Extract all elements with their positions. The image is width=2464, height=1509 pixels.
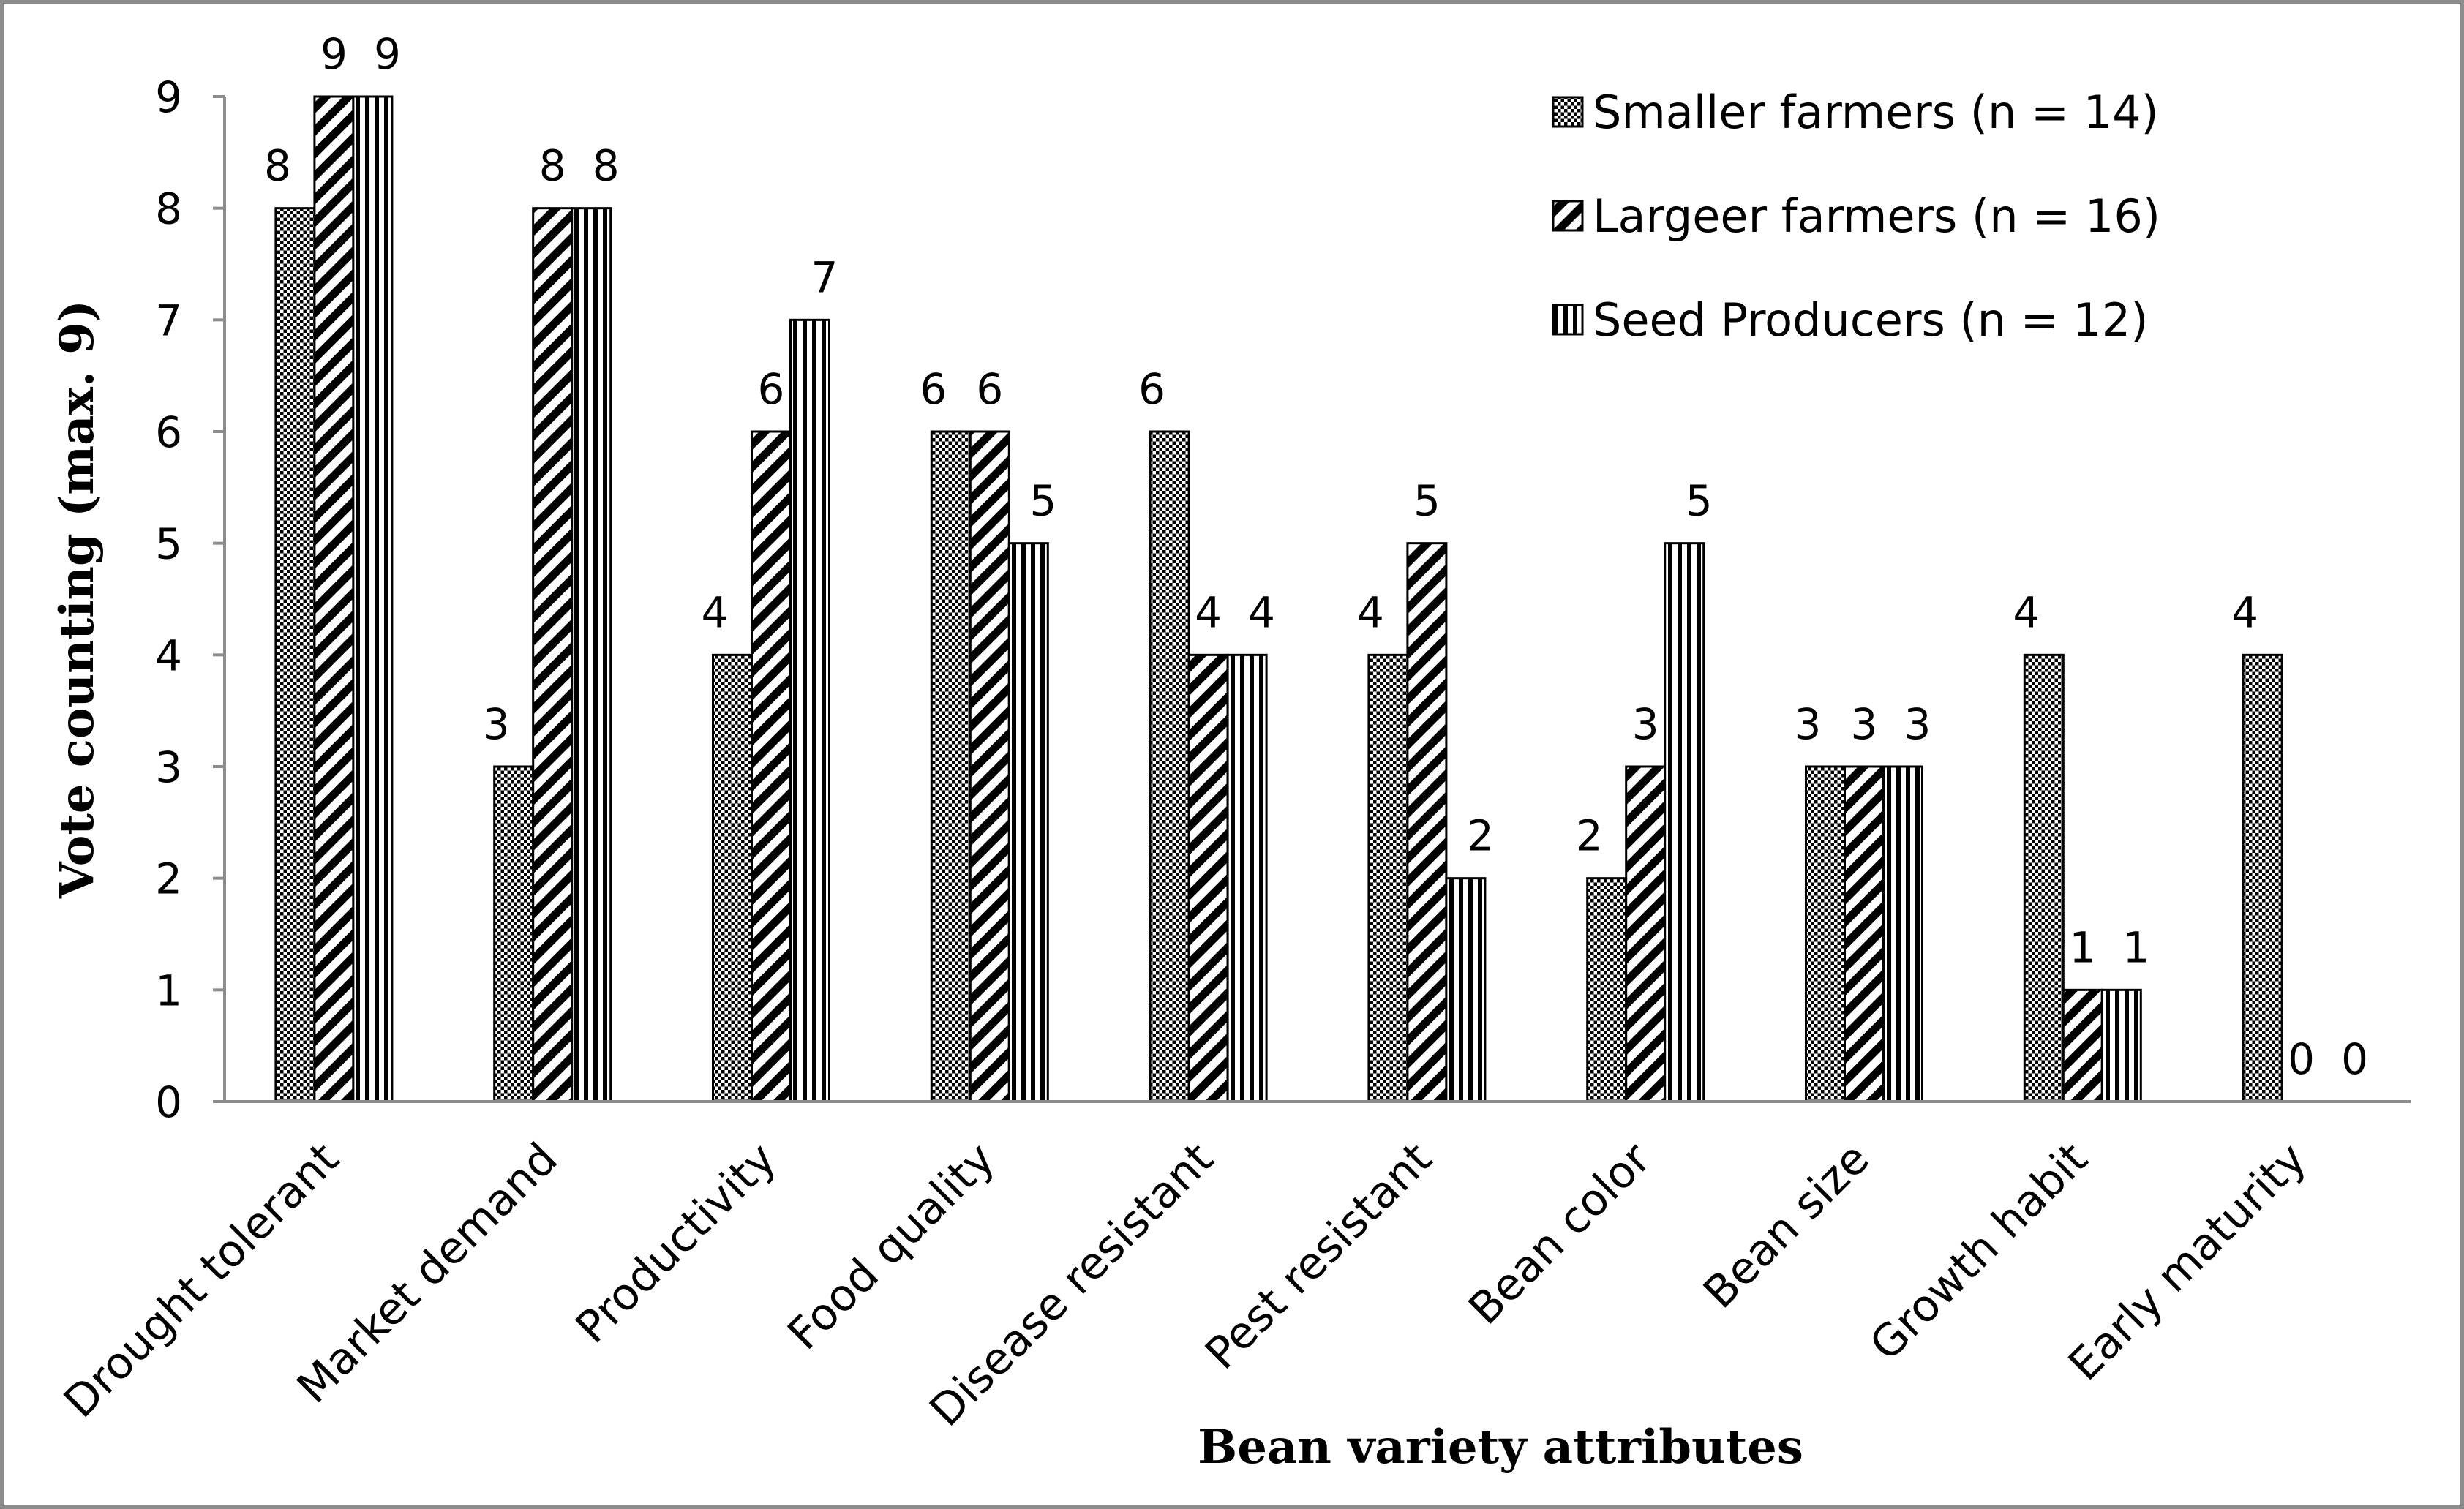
data-label: 8 xyxy=(593,141,620,191)
x-tick-label: Bean color xyxy=(1459,1133,1661,1335)
data-label: 4 xyxy=(702,587,729,637)
bar xyxy=(274,207,316,1103)
legend-label: Seed Producers (n = 12) xyxy=(1593,293,2148,347)
data-label: 4 xyxy=(1195,587,1222,637)
x-tick-label: Pest resistant xyxy=(1195,1133,1442,1380)
data-label: 6 xyxy=(920,364,947,414)
bar xyxy=(1406,542,1448,1103)
bar xyxy=(751,430,792,1103)
bar xyxy=(1226,653,1268,1103)
bar xyxy=(789,318,830,1103)
data-label: 2 xyxy=(1467,811,1494,861)
data-label: 5 xyxy=(1029,476,1056,526)
bar xyxy=(1187,653,1229,1103)
y-tick-label: 3 xyxy=(155,742,182,792)
y-tick-label: 9 xyxy=(155,72,182,122)
bar xyxy=(1664,542,1705,1103)
data-label: 7 xyxy=(811,252,838,302)
x-axis-title: Bean variety attributes xyxy=(1198,1420,1803,1475)
data-label: 3 xyxy=(1851,699,1878,749)
y-tick-label: 4 xyxy=(155,631,182,680)
data-label: 9 xyxy=(374,29,401,79)
data-label: 6 xyxy=(976,364,1003,414)
legend-label: Smaller farmers (n = 14) xyxy=(1593,86,2159,139)
bar xyxy=(493,765,535,1103)
data-label: 4 xyxy=(1248,587,1275,637)
bar xyxy=(1882,765,1923,1103)
bar xyxy=(2100,988,2142,1103)
bar xyxy=(352,95,394,1103)
x-tick-label: Bean size xyxy=(1694,1133,1879,1318)
data-label: 2 xyxy=(1576,811,1603,861)
data-label: 9 xyxy=(320,29,348,79)
y-tick-label: 7 xyxy=(155,296,182,345)
y-tick-label: 8 xyxy=(155,184,182,234)
bar xyxy=(1007,542,1049,1103)
bar xyxy=(2023,653,2065,1103)
bar xyxy=(313,95,355,1103)
bars xyxy=(274,95,2283,1103)
data-label: 8 xyxy=(539,141,566,191)
data-label: 0 xyxy=(2288,1034,2315,1084)
bar xyxy=(532,207,574,1103)
data-label: 4 xyxy=(1357,587,1384,637)
legend-swatch xyxy=(1552,200,1584,232)
bar xyxy=(969,430,1010,1103)
data-label: 5 xyxy=(1413,476,1441,526)
y-tick-label: 2 xyxy=(155,854,182,904)
data-label: 1 xyxy=(2069,922,2096,972)
bar xyxy=(2062,988,2103,1103)
bar xyxy=(2242,653,2283,1103)
data-label: 5 xyxy=(1686,476,1713,526)
data-label: 6 xyxy=(758,364,785,414)
y-tick-label: 6 xyxy=(155,407,182,457)
y-axis: 0 1 2 3 4 5 6 7 8 9 xyxy=(155,72,226,1127)
bar xyxy=(1844,765,1885,1103)
x-tick-label: Food quality xyxy=(778,1133,1005,1360)
bar xyxy=(1586,877,1628,1103)
y-tick-label: 0 xyxy=(155,1077,182,1127)
bar xyxy=(1367,653,1409,1103)
data-label: 3 xyxy=(1904,699,1931,749)
data-label: 3 xyxy=(483,699,510,749)
data-label: 3 xyxy=(1632,699,1659,749)
y-tick-label: 5 xyxy=(155,519,182,569)
bar xyxy=(930,430,972,1103)
x-tick-label: Productivity xyxy=(566,1133,786,1353)
bar xyxy=(1149,430,1190,1103)
x-tick-label: Early maturity xyxy=(2059,1133,2316,1391)
data-label: 8 xyxy=(264,141,291,191)
bar xyxy=(1445,877,1487,1103)
bar xyxy=(1805,765,1846,1103)
y-axis-title: Vote counting (max. 9) xyxy=(50,300,105,899)
legend-label: Largeer farmers (n = 16) xyxy=(1593,189,2160,243)
bar xyxy=(1625,765,1667,1103)
legend-swatch xyxy=(1552,304,1584,336)
data-label: 4 xyxy=(2013,587,2040,637)
x-tick-label: Growth habit xyxy=(1860,1133,2098,1371)
data-label: 1 xyxy=(2122,922,2149,972)
legend: Smaller farmers (n = 14) Largeer farmers … xyxy=(1552,86,2160,347)
y-tick-label: 1 xyxy=(155,966,182,1015)
data-label: 4 xyxy=(2231,587,2258,637)
data-label: 0 xyxy=(2341,1034,2368,1084)
bar xyxy=(712,653,753,1103)
bar xyxy=(571,207,612,1103)
data-label: 6 xyxy=(1138,364,1165,414)
legend-swatch xyxy=(1552,96,1584,128)
data-label: 3 xyxy=(1795,699,1822,749)
